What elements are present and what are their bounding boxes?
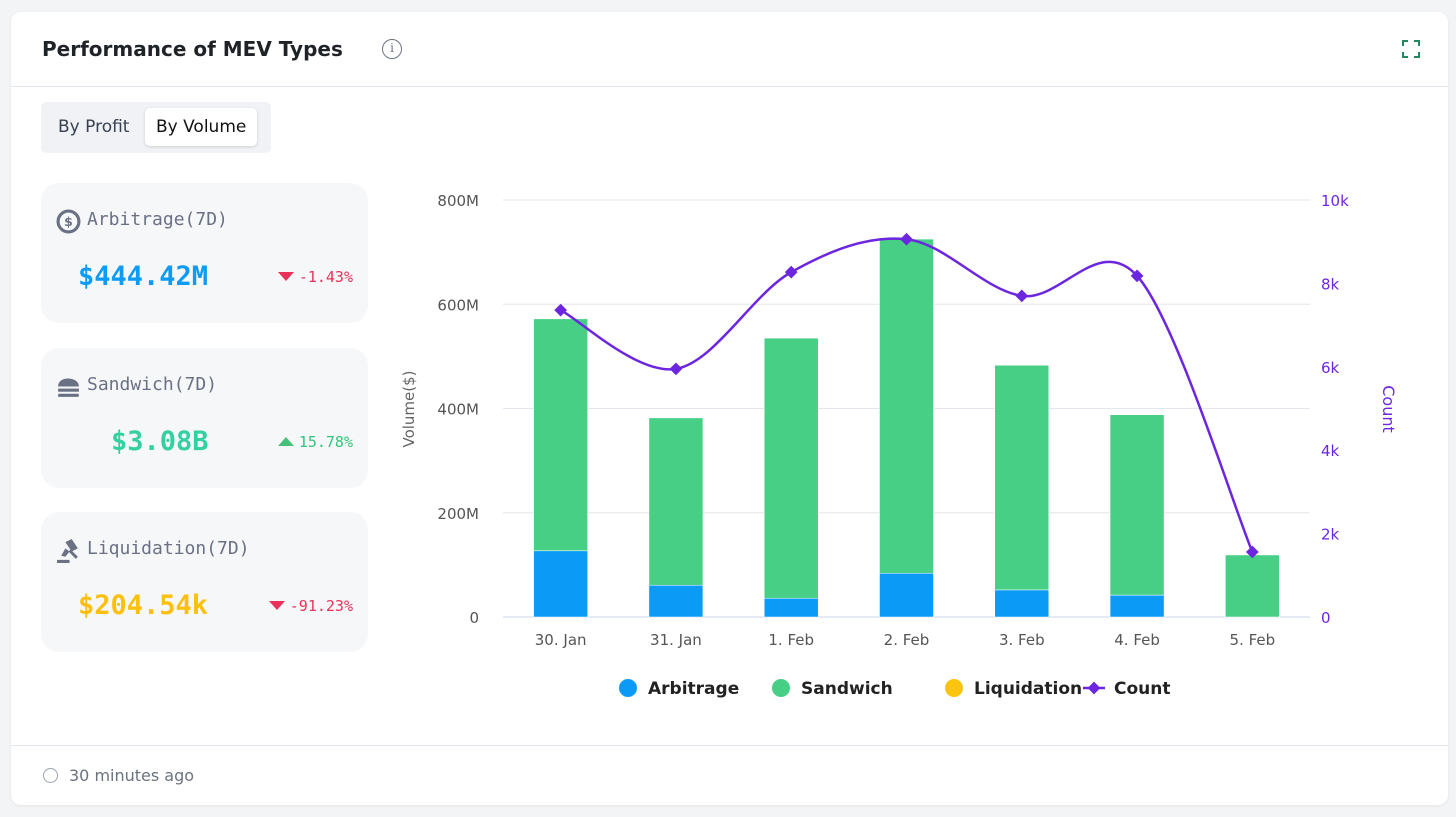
x-tick-label: 5. Feb: [1230, 631, 1276, 649]
legend-marker-icon: [772, 679, 790, 697]
stat-value: $204.54k: [78, 590, 209, 621]
bar-arbitrage: [879, 572, 934, 618]
y2-tick-label: 0: [1321, 609, 1331, 627]
x-tick-label: 4. Feb: [1114, 631, 1160, 649]
y2-tick-label: 8k: [1321, 275, 1340, 293]
y-tick-label: 200M: [437, 505, 479, 523]
last-updated: 30 minutes ago: [69, 766, 195, 785]
legend-item-count[interactable]: Count: [1114, 679, 1171, 699]
dollar-exchange-icon: $: [56, 209, 81, 234]
stat-card-arbitrage: $ Arbitrage(7D) $444.42M -1.43%: [41, 183, 368, 323]
bar-sandwich: [879, 238, 934, 574]
y2-tick-label: 10k: [1321, 192, 1349, 210]
bar-sandwich: [1109, 414, 1165, 596]
x-tick-label: 31. Jan: [650, 631, 702, 649]
y2-tick-label: 6k: [1321, 359, 1340, 377]
stat-value: $444.42M: [78, 261, 209, 292]
stat-card-liquidation: Liquidation(7D) $204.54k -91.23%: [41, 512, 368, 652]
legend-marker-icon: [619, 679, 637, 697]
bar-sandwich: [763, 337, 819, 599]
bar-arbitrage: [763, 597, 819, 618]
stat-card-sandwich: Sandwich(7D) $3.08B 15.78%: [41, 348, 368, 488]
count-point: [1015, 289, 1029, 303]
stat-change: 15.78%: [277, 433, 353, 451]
bar-arbitrage: [648, 584, 704, 618]
y2-tick-label: 2k: [1321, 526, 1340, 544]
stat-label: Liquidation(7D): [87, 538, 250, 559]
bar-sandwich: [533, 318, 588, 552]
card-title: Performance of MEV Types: [42, 37, 343, 61]
by-volume-button[interactable]: By Volume: [145, 108, 258, 146]
down-arrow-icon: [268, 601, 285, 610]
count-point: [669, 362, 683, 376]
stat-change: -91.23%: [268, 597, 353, 615]
sandwich-icon: [58, 378, 79, 397]
info-icon[interactable]: i: [382, 39, 402, 59]
bar-arbitrage: [533, 550, 588, 618]
legend-marker-icon: [945, 679, 963, 697]
count-point: [554, 303, 568, 317]
down-arrow-icon: [277, 272, 294, 281]
stat-value: $3.08B: [111, 426, 209, 457]
legend-marker-icon: [1087, 681, 1101, 695]
legend-item-arbitrage[interactable]: Arbitrage: [648, 679, 739, 699]
stat-label: Arbitrage(7D): [87, 209, 228, 230]
y-tick-label: 400M: [437, 401, 479, 419]
bar-sandwich: [1225, 554, 1280, 618]
x-tick-label: 1. Feb: [768, 631, 814, 649]
count-point: [784, 265, 798, 279]
card-footer: 30 minutes ago: [11, 745, 1448, 805]
legend-item-liquidation[interactable]: Liquidation: [974, 679, 1082, 699]
mev-chart: 0 200M 400M 600M 800M 0 2k 4k 6k 8k 10k Volume($) Co…: [400, 192, 1398, 699]
bar-sandwich: [648, 417, 704, 586]
bar-arbitrage: [994, 589, 1050, 618]
stat-change-value: -1.43%: [298, 268, 353, 286]
by-profit-button[interactable]: By Profit: [58, 117, 130, 137]
y-tick-label: 600M: [437, 296, 479, 314]
stat-change: -1.43%: [277, 268, 353, 286]
stat-label: Sandwich(7D): [87, 374, 218, 395]
card-header: Performance of MEV Types i: [11, 12, 1448, 87]
y-tick-label: 0: [469, 609, 479, 627]
metric-toggle: By Profit By Volume: [41, 102, 271, 153]
bar-arbitrage: [1109, 594, 1165, 618]
mev-performance-card: Performance of MEV Types i By Profit By …: [11, 12, 1448, 805]
x-tick-label: 30. Jan: [535, 631, 587, 649]
y-tick-label: 800M: [437, 192, 479, 210]
bar-sandwich: [994, 364, 1050, 591]
up-arrow-icon: [277, 437, 294, 446]
x-tick-label: 2. Feb: [884, 631, 930, 649]
stat-change-value: 15.78%: [298, 433, 353, 451]
clock-icon: [43, 768, 58, 783]
legend-item-sandwich[interactable]: Sandwich: [801, 679, 893, 699]
y2-axis-label: Count: [1379, 385, 1398, 433]
x-tick-label: 3. Feb: [999, 631, 1045, 649]
stat-change-value: -91.23%: [289, 597, 353, 615]
fullscreen-icon[interactable]: [1402, 40, 1420, 58]
y-axis-label: Volume($): [400, 370, 418, 447]
gavel-icon: [57, 539, 78, 563]
y2-tick-label: 4k: [1321, 442, 1340, 460]
svg-text:$: $: [64, 214, 73, 229]
